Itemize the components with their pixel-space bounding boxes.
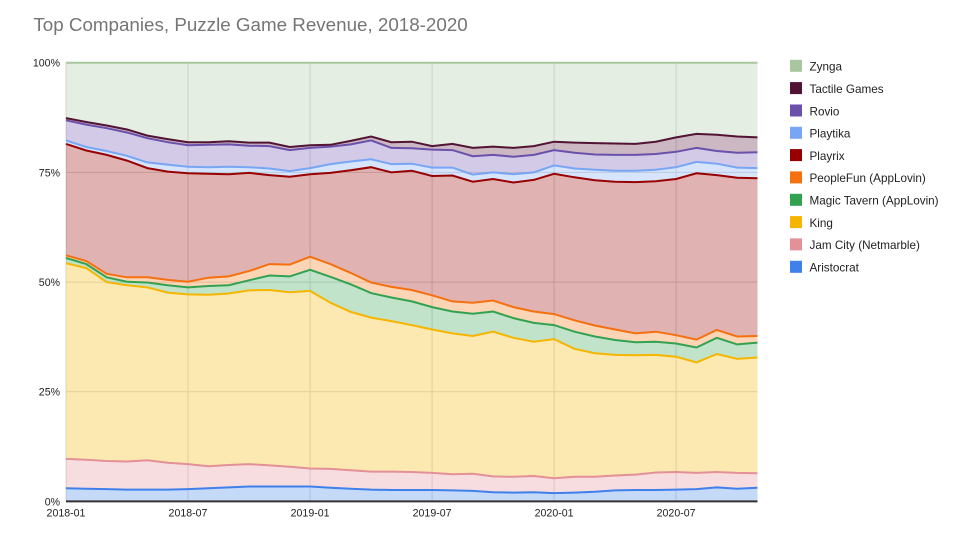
svg-text:100%: 100%	[33, 58, 61, 70]
svg-text:2020-07: 2020-07	[657, 508, 696, 520]
svg-text:2018-01: 2018-01	[47, 508, 86, 520]
svg-text:2020-01: 2020-01	[535, 508, 574, 520]
svg-text:Jam City (Netmarble): Jam City (Netmarble)	[810, 239, 921, 252]
svg-text:Tactile Games: Tactile Games	[810, 83, 884, 96]
svg-text:Aristocrat: Aristocrat	[810, 262, 860, 275]
svg-text:Playtika: Playtika	[810, 128, 851, 141]
svg-text:2018-07: 2018-07	[169, 508, 208, 520]
svg-text:Top Companies, Puzzle Game Rev: Top Companies, Puzzle Game Revenue, 2018…	[33, 14, 467, 35]
svg-text:PeopleFun (AppLovin): PeopleFun (AppLovin)	[810, 172, 926, 185]
svg-text:2019-07: 2019-07	[413, 508, 452, 520]
svg-text:0%: 0%	[45, 496, 61, 508]
svg-text:Playrix: Playrix	[810, 150, 845, 163]
svg-text:50%: 50%	[39, 277, 61, 289]
svg-text:King: King	[810, 217, 833, 230]
svg-text:75%: 75%	[39, 167, 61, 179]
svg-text:Rovio: Rovio	[810, 105, 840, 118]
svg-text:2019-01: 2019-01	[291, 508, 330, 520]
svg-text:Zynga: Zynga	[810, 61, 843, 74]
svg-text:25%: 25%	[39, 387, 61, 399]
svg-text:Magic Tavern (AppLovin): Magic Tavern (AppLovin)	[810, 195, 939, 208]
